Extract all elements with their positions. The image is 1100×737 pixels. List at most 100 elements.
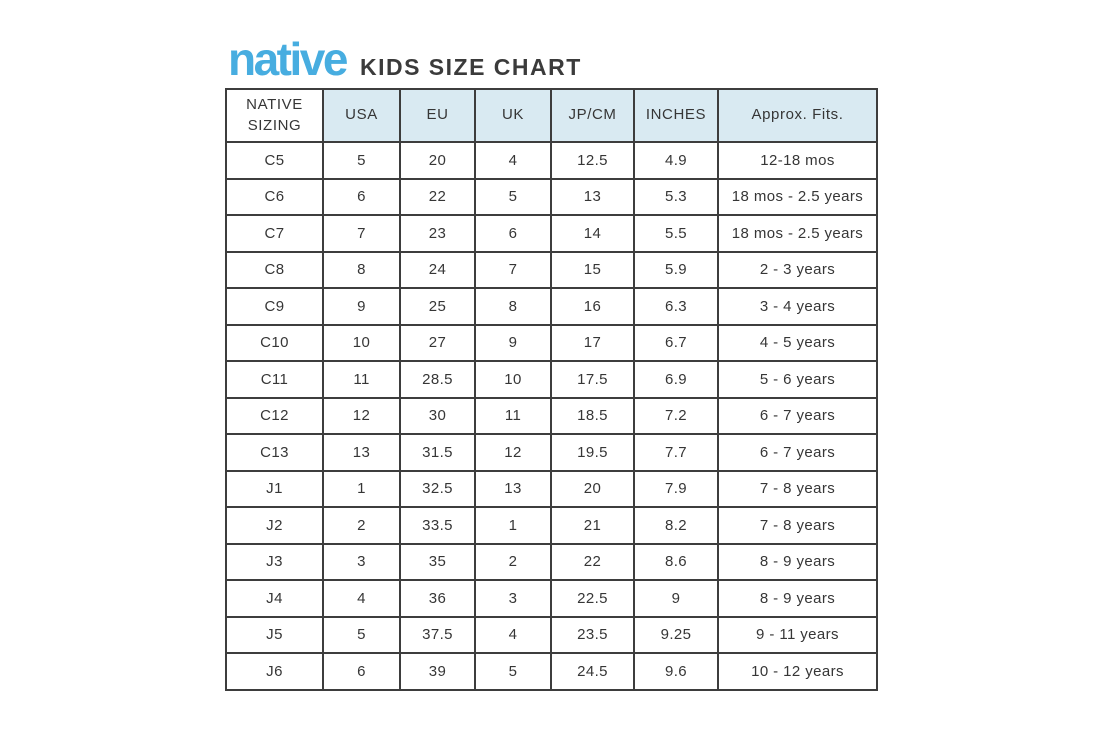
cell: 5.9 xyxy=(633,250,719,289)
cell: 8 - 9 years xyxy=(717,579,878,618)
cell: 9 xyxy=(633,579,719,618)
cell: 13 xyxy=(322,433,401,472)
column-header: EU xyxy=(399,88,476,143)
page-header: native KIDS SIZE CHART xyxy=(228,36,582,82)
table-row: J3 3 35 2 22 8.6 8 - 9 years xyxy=(225,542,878,581)
cell: 3 xyxy=(322,542,401,581)
cell: 28.5 xyxy=(399,360,476,399)
cell: 8 xyxy=(474,287,552,326)
cell: 12 xyxy=(474,433,552,472)
column-header: INCHES xyxy=(633,88,719,143)
cell: 6.7 xyxy=(633,323,719,362)
cell: 4 xyxy=(474,141,552,180)
cell: 30 xyxy=(399,396,476,435)
cell: 5 xyxy=(474,652,552,691)
cell: 1 xyxy=(474,506,552,545)
cell: 3 xyxy=(474,579,552,618)
table-row: C9 9 25 8 16 6.3 3 - 4 years xyxy=(225,287,878,326)
cell: C11 xyxy=(225,360,324,399)
table-row: J1 1 32.5 13 20 7.9 7 - 8 years xyxy=(225,469,878,508)
page-title: KIDS SIZE CHART xyxy=(359,54,582,80)
table-row: C10 10 27 9 17 6.7 4 - 5 years xyxy=(225,323,878,362)
cell: 22 xyxy=(399,177,476,216)
cell: 7 xyxy=(474,250,552,289)
column-header: JP/CM xyxy=(550,88,635,143)
cell: 5.5 xyxy=(633,214,719,253)
cell: 10 - 12 years xyxy=(717,652,878,691)
header-row: NATIVE SIZING USA EU UK JP/CM INCHES Approx. F… xyxy=(225,88,878,143)
cell: 10 xyxy=(322,323,401,362)
cell: 37.5 xyxy=(399,615,476,654)
cell: C5 xyxy=(225,141,324,180)
cell: 4.9 xyxy=(633,141,719,180)
cell: J2 xyxy=(225,506,324,545)
cell: 5.3 xyxy=(633,177,719,216)
cell: 6 - 7 years xyxy=(717,396,878,435)
cell: 2 - 3 years xyxy=(717,250,878,289)
cell: 7.2 xyxy=(633,396,719,435)
cell: C13 xyxy=(225,433,324,472)
table-header: NATIVE SIZING USA EU UK JP/CM INCHES Approx. F… xyxy=(225,88,878,143)
cell: 7.9 xyxy=(633,469,719,508)
cell: 20 xyxy=(399,141,476,180)
cell: J6 xyxy=(225,652,324,691)
table-row: J5 5 37.5 4 23.5 9.25 9 - 11 years xyxy=(225,615,878,654)
cell: 6.3 xyxy=(633,287,719,326)
cell: 16 xyxy=(550,287,635,326)
cell: 10 xyxy=(474,360,552,399)
cell: 22 xyxy=(550,542,635,581)
column-header: UK xyxy=(474,88,552,143)
table-row: C6 6 22 5 13 5.3 18 mos - 2.5 years xyxy=(225,177,878,216)
cell: 7 - 8 years xyxy=(717,506,878,545)
table-row: C7 7 23 6 14 5.5 18 mos - 2.5 years xyxy=(225,214,878,253)
cell: 5 - 6 years xyxy=(717,360,878,399)
cell: 5 xyxy=(474,177,552,216)
cell: J5 xyxy=(225,615,324,654)
cell: 22.5 xyxy=(550,579,635,618)
table-row: J6 6 39 5 24.5 9.6 10 - 12 years xyxy=(225,652,878,691)
cell: 14 xyxy=(550,214,635,253)
size-table: NATIVE SIZING USA EU UK JP/CM INCHES Approx. F… xyxy=(225,88,878,691)
cell: 13 xyxy=(550,177,635,216)
table-row: C13 13 31.5 12 19.5 7.7 6 - 7 years xyxy=(225,433,878,472)
cell: 33.5 xyxy=(399,506,476,545)
column-header: NATIVE SIZING xyxy=(225,88,324,143)
cell: 4 xyxy=(322,579,401,618)
cell: 35 xyxy=(399,542,476,581)
cell: J3 xyxy=(225,542,324,581)
cell: 12.5 xyxy=(550,141,635,180)
cell: 12 xyxy=(322,396,401,435)
cell: 9.6 xyxy=(633,652,719,691)
cell: 2 xyxy=(474,542,552,581)
table-row: C11 11 28.5 10 17.5 6.9 5 - 6 years xyxy=(225,360,878,399)
table-row: C8 8 24 7 15 5.9 2 - 3 years xyxy=(225,250,878,289)
cell: 8.2 xyxy=(633,506,719,545)
cell: 5 xyxy=(322,141,401,180)
cell: 8 - 9 years xyxy=(717,542,878,581)
cell: 24.5 xyxy=(550,652,635,691)
cell: 18 mos - 2.5 years xyxy=(717,177,878,216)
native-logo: native xyxy=(228,33,348,85)
cell: 19.5 xyxy=(550,433,635,472)
cell: 23 xyxy=(399,214,476,253)
cell: 6 xyxy=(474,214,552,253)
cell: 9 xyxy=(322,287,401,326)
cell: 6 xyxy=(322,177,401,216)
cell: 12-18 mos xyxy=(717,141,878,180)
cell: 4 xyxy=(474,615,552,654)
table-body: C5 5 20 4 12.5 4.9 12-18 mos C6 6 22 5 13 5.3 18 mos … xyxy=(225,141,878,691)
cell: 39 xyxy=(399,652,476,691)
cell: 7 xyxy=(322,214,401,253)
cell: J1 xyxy=(225,469,324,508)
cell: 18.5 xyxy=(550,396,635,435)
cell: 7 - 8 years xyxy=(717,469,878,508)
cell: C6 xyxy=(225,177,324,216)
cell: 27 xyxy=(399,323,476,362)
cell: J4 xyxy=(225,579,324,618)
table-row: C5 5 20 4 12.5 4.9 12-18 mos xyxy=(225,141,878,180)
cell: 36 xyxy=(399,579,476,618)
table-row: C12 12 30 11 18.5 7.2 6 - 7 years xyxy=(225,396,878,435)
cell: 8 xyxy=(322,250,401,289)
cell: 9 - 11 years xyxy=(717,615,878,654)
